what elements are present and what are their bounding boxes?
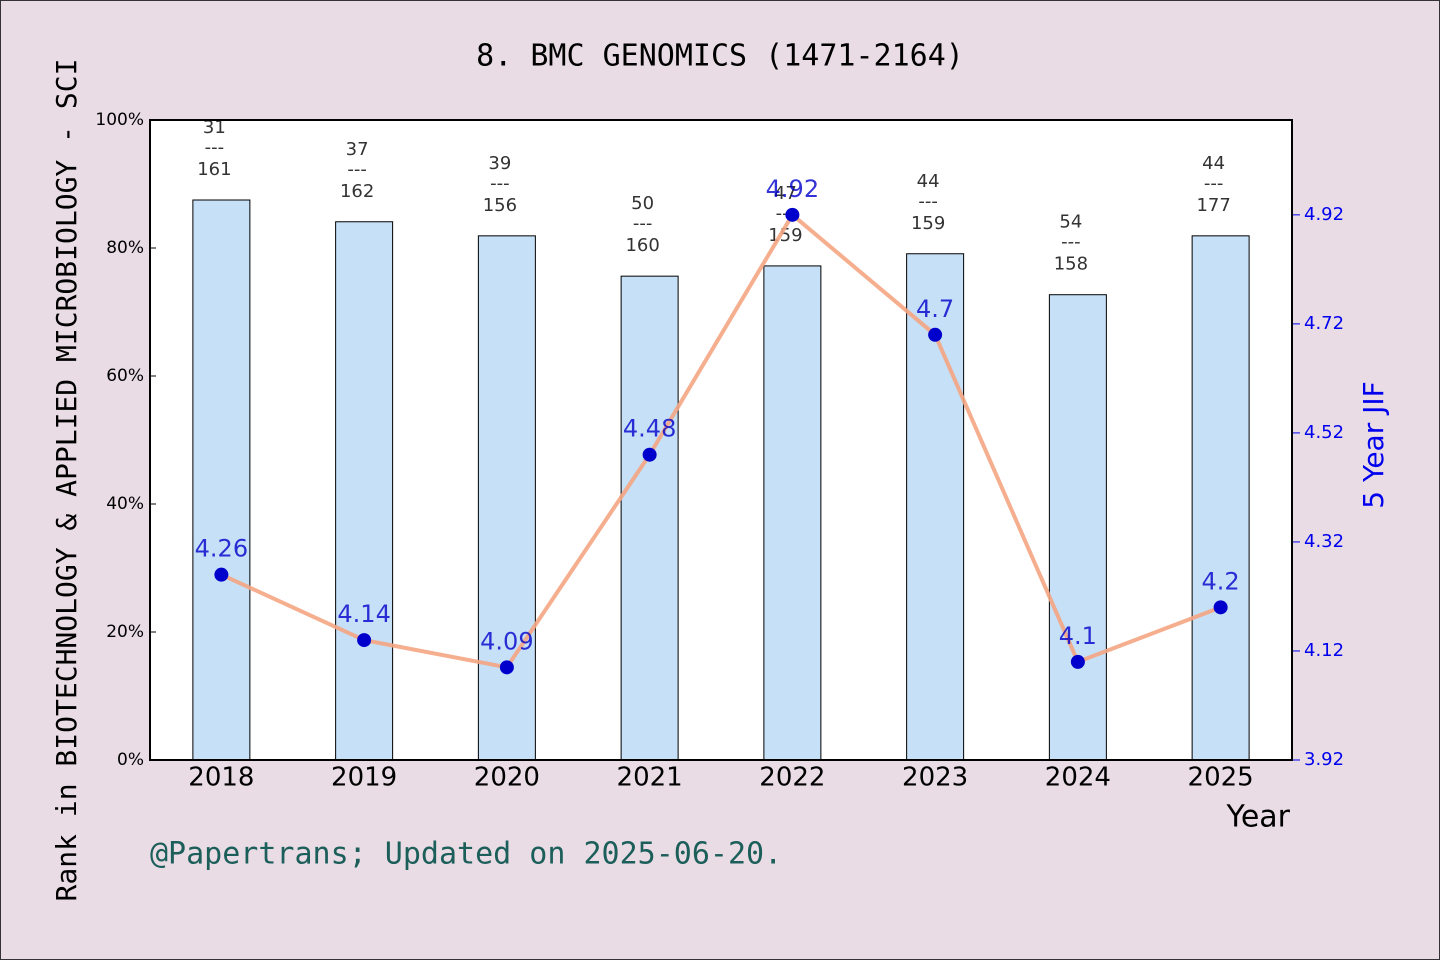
bar bbox=[1048, 294, 1107, 761]
plot-area bbox=[150, 120, 1292, 760]
rank-separator: --- bbox=[347, 159, 367, 180]
line bbox=[220, 211, 1222, 670]
rank-separator: --- bbox=[490, 173, 510, 194]
chart-title: 8. BMC GENOMICS (1471-2164) bbox=[476, 39, 964, 74]
bar bbox=[477, 235, 536, 761]
bar bbox=[620, 275, 679, 761]
plot-frame bbox=[149, 119, 1293, 761]
point bbox=[499, 660, 514, 675]
point bbox=[357, 633, 372, 648]
point-label: 4.2 bbox=[1202, 567, 1240, 595]
bar bbox=[335, 221, 394, 761]
total-label: 162 bbox=[340, 181, 374, 202]
rank-label: 37 bbox=[346, 139, 369, 160]
y-tick-label: 0% bbox=[117, 750, 144, 770]
rank-label: 39 bbox=[488, 153, 511, 174]
x-tick-label: 2024 bbox=[1045, 763, 1111, 793]
y2-axis-label: 5 Year JIF bbox=[1357, 381, 1390, 509]
rank-label: 50 bbox=[631, 193, 654, 214]
total-label: 177 bbox=[1196, 195, 1230, 216]
y-axis-label: Rank in BIOTECHNOLOGY & APPLIED MICROBIO… bbox=[50, 59, 83, 902]
point bbox=[642, 447, 657, 462]
point-label: 4.7 bbox=[916, 295, 954, 323]
y-tick-label: 100% bbox=[95, 110, 144, 130]
y2-tick-label: 4.92 bbox=[1304, 204, 1344, 225]
point bbox=[214, 567, 229, 582]
x-tick-label: 2021 bbox=[617, 763, 683, 793]
point-label: 4.48 bbox=[623, 415, 676, 443]
rank-separator: --- bbox=[1204, 173, 1224, 194]
bar bbox=[763, 265, 822, 761]
rank-separator: --- bbox=[918, 191, 938, 212]
total-label: 160 bbox=[625, 235, 659, 256]
total-label: 156 bbox=[483, 195, 517, 216]
x-tick-label: 2018 bbox=[188, 763, 254, 793]
point-label: 4.1 bbox=[1059, 622, 1097, 650]
point bbox=[785, 207, 800, 222]
rank-label: 54 bbox=[1059, 212, 1082, 233]
rank-label: 31 bbox=[203, 117, 226, 138]
total-label: 161 bbox=[197, 159, 231, 180]
y-tick-label: 60% bbox=[106, 366, 144, 386]
point-label: 4.09 bbox=[480, 627, 533, 655]
rank-separator: --- bbox=[1061, 232, 1081, 253]
y2-tick-label: 4.32 bbox=[1304, 531, 1344, 552]
x-tick-label: 2020 bbox=[474, 763, 540, 793]
x-axis-label: Year bbox=[1225, 800, 1290, 835]
point-label: 4.14 bbox=[337, 600, 390, 628]
rank-separator: --- bbox=[633, 213, 653, 234]
x-tick-label: 2022 bbox=[759, 763, 825, 793]
point bbox=[1070, 654, 1085, 669]
point-label: 4.26 bbox=[195, 535, 248, 563]
total-label: 159 bbox=[911, 213, 945, 234]
y2-tick-label: 4.72 bbox=[1304, 313, 1344, 334]
point bbox=[1213, 600, 1228, 615]
point-label: 4.92 bbox=[766, 175, 819, 203]
rank-separator: --- bbox=[205, 137, 225, 158]
rank-label: 47 bbox=[774, 183, 797, 204]
x-tick-label: 2023 bbox=[902, 763, 968, 793]
bar bbox=[1191, 235, 1250, 761]
y2-tick-label: 3.92 bbox=[1304, 749, 1344, 770]
y-tick-label: 20% bbox=[106, 622, 144, 642]
rank-label: 44 bbox=[917, 171, 940, 192]
footer: @Papertrans; Updated on 2025-06-20. bbox=[150, 837, 782, 872]
x-tick-label: 2019 bbox=[331, 763, 397, 793]
bar bbox=[192, 199, 251, 761]
y-tick-label: 80% bbox=[106, 238, 144, 258]
total-label: 158 bbox=[1054, 254, 1088, 275]
y2-tick-label: 4.52 bbox=[1304, 422, 1344, 443]
rank-label: 44 bbox=[1202, 153, 1225, 174]
y2-tick-label: 4.12 bbox=[1304, 640, 1344, 661]
x-tick-label: 2025 bbox=[1188, 763, 1254, 793]
y-tick-label: 40% bbox=[106, 494, 144, 514]
point bbox=[928, 327, 943, 342]
